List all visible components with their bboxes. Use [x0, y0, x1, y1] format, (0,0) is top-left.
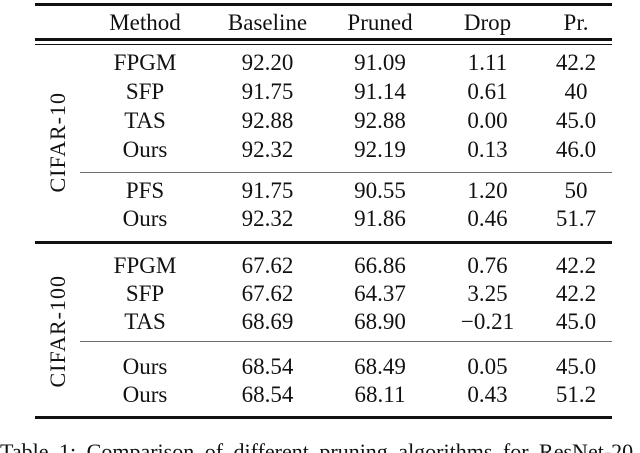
- value-cell: 92.88: [241, 108, 294, 133]
- method-cell: PFS: [125, 177, 165, 203]
- value-cell: 91.14: [354, 79, 406, 104]
- value-cell: 0.61: [467, 79, 508, 104]
- value-cell: 0.43: [467, 381, 508, 407]
- value-cell: 42.2: [555, 252, 597, 278]
- method-cell: SFP: [125, 280, 165, 306]
- value-cell: 51.2: [555, 381, 597, 407]
- method-cell: Ours: [122, 205, 168, 231]
- table-top-rule: [35, 3, 612, 6]
- column-header-pr: Pr.: [563, 10, 589, 35]
- value-cell: 91.09: [354, 50, 406, 75]
- cifar100-block-2: Ours 68.54 68.49 0.05 45.0 Ours 68.54 68.11 0.43…: [35, 352, 612, 408]
- method-cell: FPGM: [113, 252, 177, 278]
- value-cell: 92.20: [241, 50, 294, 75]
- value-cell: −0.21: [460, 308, 515, 334]
- value-cell: 92.32: [241, 205, 294, 231]
- value-cell: 68.11: [354, 381, 406, 407]
- value-cell: 42.2: [555, 280, 597, 306]
- header-rule-thin: [35, 43, 612, 45]
- value-cell: 45.0: [555, 108, 597, 133]
- value-cell: 68.54: [241, 381, 294, 407]
- value-cell: 46.0: [555, 137, 597, 162]
- method-cell: Ours: [122, 353, 168, 379]
- value-cell: 1.11: [467, 50, 508, 75]
- column-header-baseline: Baseline: [227, 10, 308, 35]
- value-cell: 91.86: [354, 205, 406, 231]
- method-cell: SFP: [125, 79, 165, 104]
- value-cell: 64.37: [354, 280, 406, 306]
- group-label-cifar100: CIFAR-100: [36, 246, 80, 417]
- method-cell: Ours: [122, 137, 168, 162]
- value-cell: 91.75: [241, 177, 294, 203]
- group-label-text: CIFAR-100: [45, 275, 70, 388]
- group-separator-rule: [35, 241, 612, 244]
- value-cell: 92.19: [354, 137, 406, 162]
- value-cell: 42.2: [555, 50, 597, 75]
- value-cell: 68.90: [354, 308, 406, 334]
- table-bottom-rule: [35, 416, 612, 419]
- value-cell: 68.49: [354, 353, 406, 379]
- value-cell: 0.76: [467, 252, 508, 278]
- group-label-spacer: [35, 7, 80, 38]
- group-label-text: CIFAR-10: [45, 92, 70, 193]
- value-cell: 0.05: [467, 353, 508, 379]
- value-cell: 40: [564, 79, 588, 104]
- value-cell: 91.75: [241, 79, 294, 104]
- value-cell: 92.32: [241, 137, 294, 162]
- column-header-method: Method: [109, 10, 181, 35]
- method-cell: FPGM: [113, 50, 177, 75]
- value-cell: 3.25: [467, 280, 508, 306]
- value-cell: 68.54: [241, 353, 294, 379]
- value-cell: 50: [564, 177, 588, 203]
- value-cell: 0.00: [467, 108, 508, 133]
- value-cell: 45.0: [555, 308, 597, 334]
- method-cell: Ours: [122, 381, 168, 407]
- value-cell: 92.88: [354, 108, 406, 133]
- value-cell: 45.0: [555, 353, 597, 379]
- value-cell: 1.20: [467, 177, 508, 203]
- value-cell: 67.62: [241, 252, 294, 278]
- group-label-cifar10: CIFAR-10: [36, 44, 80, 241]
- value-cell: 0.13: [467, 137, 508, 162]
- value-cell: 0.46: [467, 205, 508, 231]
- method-cell: TAS: [124, 108, 166, 133]
- value-cell: 90.55: [354, 177, 406, 203]
- value-cell: 66.86: [354, 252, 406, 278]
- cifar100-midrule: [80, 340, 612, 342]
- cifar10-block-1: FPGM 92.20 91.09 1.11 42.2 SFP 91.75 91.14 0.61 4…: [35, 48, 612, 164]
- method-cell: TAS: [124, 308, 166, 334]
- value-cell: 51.7: [555, 205, 597, 231]
- cifar10-midrule: [80, 171, 612, 173]
- table-header-row: Method Baseline Pruned Drop Pr.: [35, 7, 612, 38]
- cifar10-block-2: PFS 91.75 90.55 1.20 50 Ours 92.32 91.86 0.46 51.…: [35, 176, 612, 232]
- value-cell: 67.62: [241, 280, 294, 306]
- value-cell: 68.69: [241, 308, 294, 334]
- column-header-pruned: Pruned: [347, 10, 413, 35]
- table-caption: Table 1: Comparison of different pruning…: [0, 439, 634, 453]
- cifar100-block-1: FPGM 67.62 66.86 0.76 42.2 SFP 67.62 64.37 3.25 4…: [35, 251, 612, 335]
- header-rule-thick: [35, 38, 612, 41]
- column-header-drop: Drop: [463, 10, 512, 35]
